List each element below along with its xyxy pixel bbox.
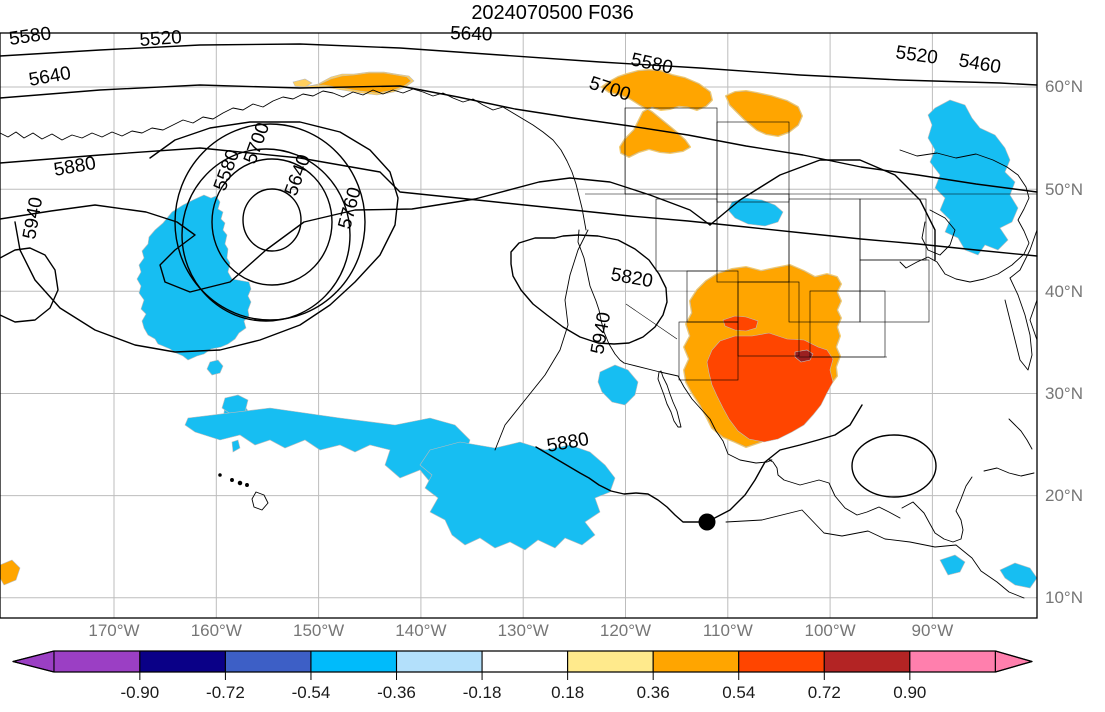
svg-text:10°N: 10°N [1045, 588, 1083, 607]
svg-text:-0.18: -0.18 [463, 683, 502, 702]
svg-text:0.72: 0.72 [808, 683, 841, 702]
svg-text:150°W: 150°W [293, 621, 344, 640]
svg-text:20°N: 20°N [1045, 486, 1083, 505]
svg-text:60°N: 60°N [1045, 77, 1083, 96]
svg-text:5520: 5520 [139, 27, 183, 51]
svg-text:-0.36: -0.36 [377, 683, 416, 702]
svg-text:0.54: 0.54 [722, 683, 755, 702]
svg-text:0.36: 0.36 [637, 683, 670, 702]
svg-text:-0.90: -0.90 [120, 683, 159, 702]
svg-text:100°W: 100°W [804, 621, 855, 640]
svg-text:40°N: 40°N [1045, 282, 1083, 301]
svg-text:170°W: 170°W [88, 621, 139, 640]
svg-text:110°W: 110°W [703, 621, 753, 640]
svg-text:50°N: 50°N [1045, 180, 1083, 199]
svg-text:0.18: 0.18 [551, 683, 584, 702]
svg-text:90°W: 90°W [912, 621, 954, 640]
svg-text:130°W: 130°W [498, 621, 549, 640]
svg-text:120°W: 120°W [600, 621, 651, 640]
svg-text:140°W: 140°W [395, 621, 446, 640]
svg-text:5640: 5640 [450, 23, 493, 45]
svg-text:30°N: 30°N [1045, 384, 1083, 403]
svg-text:0.90: 0.90 [893, 683, 926, 702]
svg-text:160°W: 160°W [191, 621, 242, 640]
svg-text:-0.54: -0.54 [292, 683, 331, 702]
svg-text:-0.72: -0.72 [206, 683, 245, 702]
